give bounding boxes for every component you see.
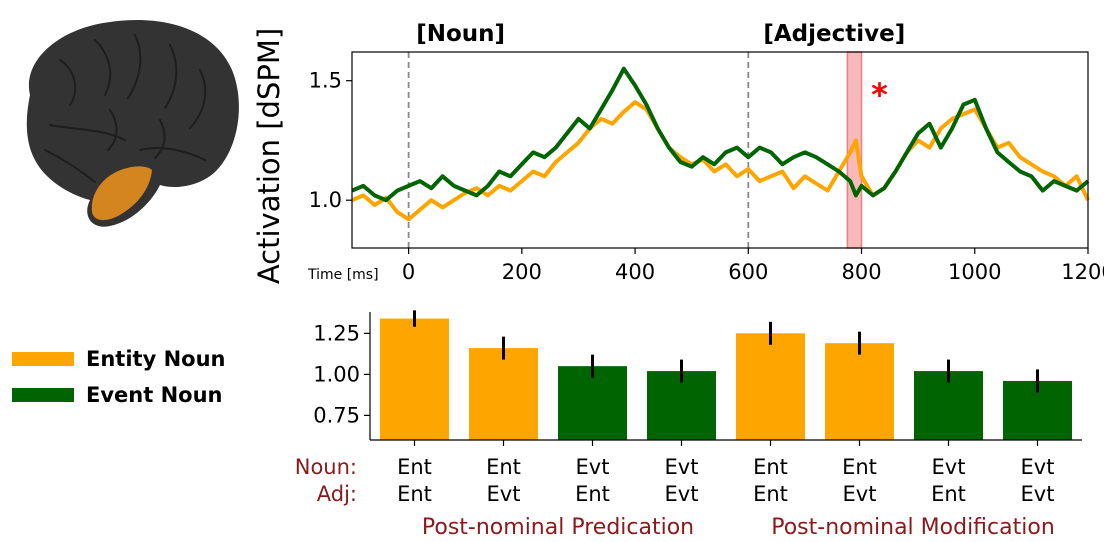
bar [469,348,538,440]
line-chart: Activation [dSPM] Time [ms] * [Noun] [Adj… [252,21,1104,284]
y-tick-label: 1.5 [309,69,342,93]
bar-noun-label: Ent [397,455,432,479]
group-label-predication: Post-nominal Predication [422,515,694,540]
legend-label-event: Event Noun [86,383,223,407]
bar-adj-label: Evt [1021,482,1055,506]
bar-noun-label: Ent [486,455,521,479]
x-tick-label: 600 [728,260,768,284]
bar-adj-label: Ent [753,482,788,506]
bar [380,318,449,440]
adj-row-label: Adj: [317,482,357,506]
brain-icon [26,20,239,227]
x-tick-label: 400 [615,260,655,284]
series-line-entity-noun [351,100,1090,222]
line-chart-ylabel: Activation [dSPM] [252,28,286,284]
bar-adj-label: Ent [397,482,432,506]
legend-item-event: Event Noun [12,377,225,413]
bar-noun-label: Evt [1021,455,1055,479]
legend-swatch-entity [12,352,74,366]
significance-star: * [871,76,888,114]
bar-adj-label: Ent [575,482,610,506]
bar [736,333,805,440]
bar [558,366,627,440]
bar-adj-label: Evt [843,482,877,506]
group-label-modification: Post-nominal Modification [771,515,1055,540]
bar-noun-label: Evt [932,455,966,479]
x-tick-label: 0 [402,260,415,284]
x-tick-label: 1200 [1061,260,1104,284]
bar-y-tick-label: 1.25 [313,321,360,345]
noun-row-label: Noun: [295,455,357,479]
bar-y-tick-label: 1.00 [313,362,360,386]
line-chart-frame [351,51,1089,249]
onset-label-0: [Noun] [416,21,505,47]
bar-noun-label: Evt [576,455,610,479]
legend-label-entity: Entity Noun [86,347,226,371]
x-tick-label: 800 [841,260,881,284]
bar-chart: Ent Ent Ent Evt Evt Ent Evt Evt Ent Ent Ent Evt Evt E… [295,310,1082,540]
series-line-event-noun [351,66,1090,203]
bar-adj-label: Ent [931,482,966,506]
bar-noun-label: Ent [753,455,788,479]
legend-swatch-event [12,388,74,402]
bar-adj-label: Evt [665,482,699,506]
bar-noun-label: Ent [842,455,877,479]
y-tick-label: 1.0 [309,188,342,212]
bar [825,343,894,440]
x-tick-label: 1000 [948,260,1001,284]
bar-noun-label: Evt [665,455,699,479]
x-tick-label: 200 [502,260,542,284]
bar-adj-label: Evt [487,482,521,506]
line-chart-xlabel: Time [ms] [307,267,379,283]
onset-label-1: [Adjective] [763,21,905,47]
legend-item-entity: Entity Noun [12,341,225,377]
bar-y-tick-label: 0.75 [313,403,360,427]
legend: Entity Noun Event Noun [12,341,225,413]
